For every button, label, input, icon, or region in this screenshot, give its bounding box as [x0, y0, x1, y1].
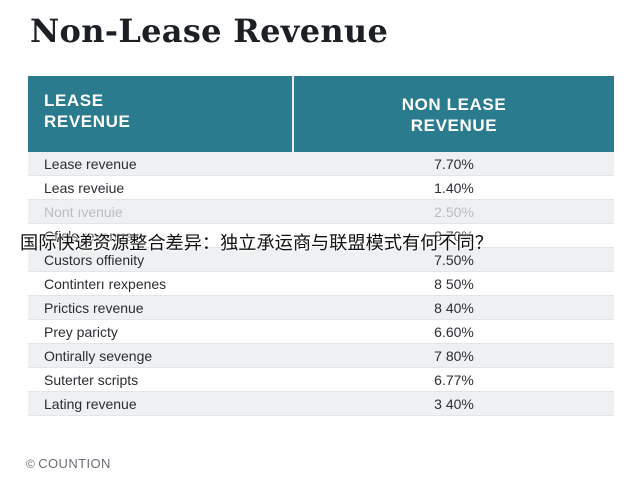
table-body: Lease revenue 7.70% Leas reveiue 1.40% Nont …	[28, 152, 614, 416]
row-value: 8.70%	[434, 227, 474, 244]
row-value: 3 40%	[434, 395, 474, 412]
row-value: 1.40%	[434, 179, 474, 196]
row-value: 7 80%	[434, 347, 474, 364]
footer: © COUNTION	[26, 456, 111, 471]
column-header-non-lease-revenue: NON LEASE REVENUE	[294, 76, 614, 152]
row-value: 6.60%	[434, 323, 474, 340]
row-label: Nont ıvenuie	[44, 203, 123, 220]
table-row: Lating revenue 3 40%	[28, 392, 614, 416]
column-header-lease-revenue: LEASE REVENUE	[28, 76, 294, 152]
row-label: Ontirally sevenge	[44, 347, 153, 364]
row-value: 7.50%	[434, 251, 474, 268]
row-label: Custors offienity	[44, 251, 145, 268]
table-row: Cficls revenue 8.70%	[28, 224, 614, 248]
column-header-non-lease-line2: REVENUE	[410, 116, 498, 135]
table-row: Prey paricty 6.60%	[28, 320, 614, 344]
row-label: Suterter scripts	[44, 371, 139, 388]
row-label: Cficls revenue	[44, 227, 133, 244]
revenue-table: LEASE REVENUE NON LEASE REVENUE Lease re…	[28, 76, 614, 444]
row-value: 7.70%	[434, 155, 474, 172]
row-label: Prey paricty	[44, 323, 118, 340]
table-row: Continterı rexpenes 8 50%	[28, 272, 614, 296]
row-label: Lease revenue	[44, 155, 137, 172]
table-row: Suterter scripts 6.77%	[28, 368, 614, 392]
row-label: Prictics revenue	[44, 299, 144, 316]
column-header-non-lease-line1: NON LEASE	[401, 95, 507, 114]
copyright-icon: ©	[26, 456, 36, 471]
table-row: Lease revenue 7.70%	[28, 152, 614, 176]
footer-brand-text: COUNTION	[38, 456, 111, 471]
row-value: 8 50%	[434, 275, 474, 292]
row-label: Leas reveiue	[44, 179, 125, 196]
table-row: Custors offienity 7.50%	[28, 248, 614, 272]
table-row: Prictics revenue 8 40%	[28, 296, 614, 320]
row-value: 8 40%	[434, 299, 474, 316]
column-header-lease-line1: LEASE	[44, 91, 104, 110]
table-header: LEASE REVENUE NON LEASE REVENUE	[28, 76, 614, 152]
row-value: 6.77%	[434, 371, 474, 388]
table-row: Ontirally sevenge 7 80%	[28, 344, 614, 368]
row-label: Lating revenue	[44, 395, 137, 412]
row-value: 2.50%	[434, 203, 474, 220]
table-row: Nont ıvenuie 2.50%	[28, 200, 614, 224]
overlay-caption: 国际快递资源整合差异：独立承运商与联盟模式有何不同？	[20, 233, 493, 254]
column-header-lease-line2: REVENUE	[44, 112, 131, 131]
table-row: Leas reveiue 1.40%	[28, 176, 614, 200]
page-title: Non-Lease Revenue	[30, 12, 389, 50]
row-label: Continterı rexpenes	[44, 275, 167, 292]
